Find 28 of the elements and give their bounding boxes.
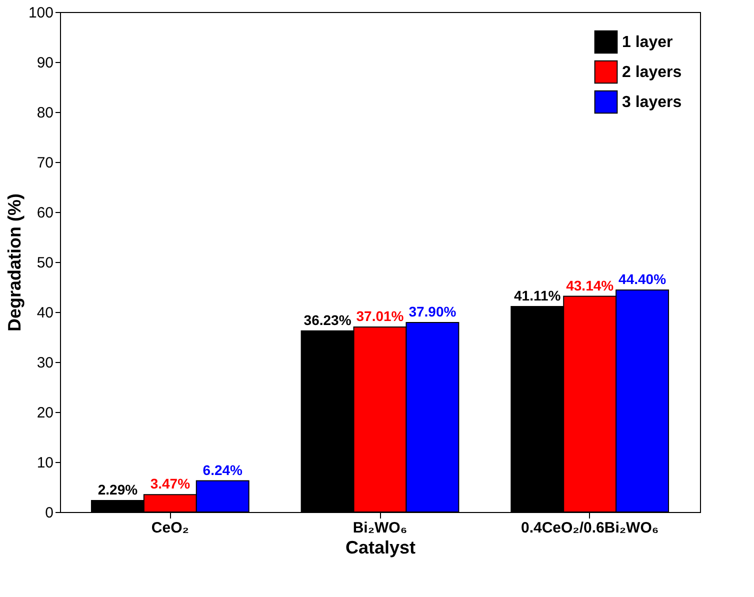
y-tick-label: 80 <box>36 104 54 122</box>
y-tick-label: 0 <box>45 504 54 522</box>
y-tick-label: 20 <box>36 404 54 422</box>
x-tick-label: CeO₂ <box>151 520 189 536</box>
y-tick-label: 100 <box>28 4 54 22</box>
data-label: 36.23% <box>304 312 352 328</box>
data-label: 37.90% <box>408 304 457 320</box>
legend-label: 3 layers <box>622 94 682 111</box>
y-tick-label: 60 <box>36 204 54 222</box>
data-label: 3.47% <box>150 476 191 492</box>
data-label: 37.01% <box>356 308 404 324</box>
y-tick-label: 70 <box>36 154 54 172</box>
data-label: 43.14% <box>566 277 614 294</box>
data-label: 44.40% <box>618 271 667 287</box>
x-axis-title: Catalyst <box>345 538 416 558</box>
legend-label: 2 layers <box>622 64 682 81</box>
y-tick-label: 90 <box>36 54 54 72</box>
y-tick-label: 30 <box>36 354 54 372</box>
y-tick-label: 50 <box>36 254 54 272</box>
y-axis-title: Degradation (%) <box>4 193 24 332</box>
y-tick-label: 10 <box>36 454 54 472</box>
legend-label: 1 layer <box>622 34 673 51</box>
x-tick-label: 0.4CeO₂/0.6Bi₂WO₆ <box>520 520 659 536</box>
x-tick-label: Bi₂WO₆ <box>352 520 408 536</box>
data-label: 2.29% <box>98 482 138 498</box>
data-label: 6.24% <box>202 462 244 478</box>
y-tick-label: 40 <box>36 304 54 322</box>
data-label: 41.11% <box>514 287 562 304</box>
